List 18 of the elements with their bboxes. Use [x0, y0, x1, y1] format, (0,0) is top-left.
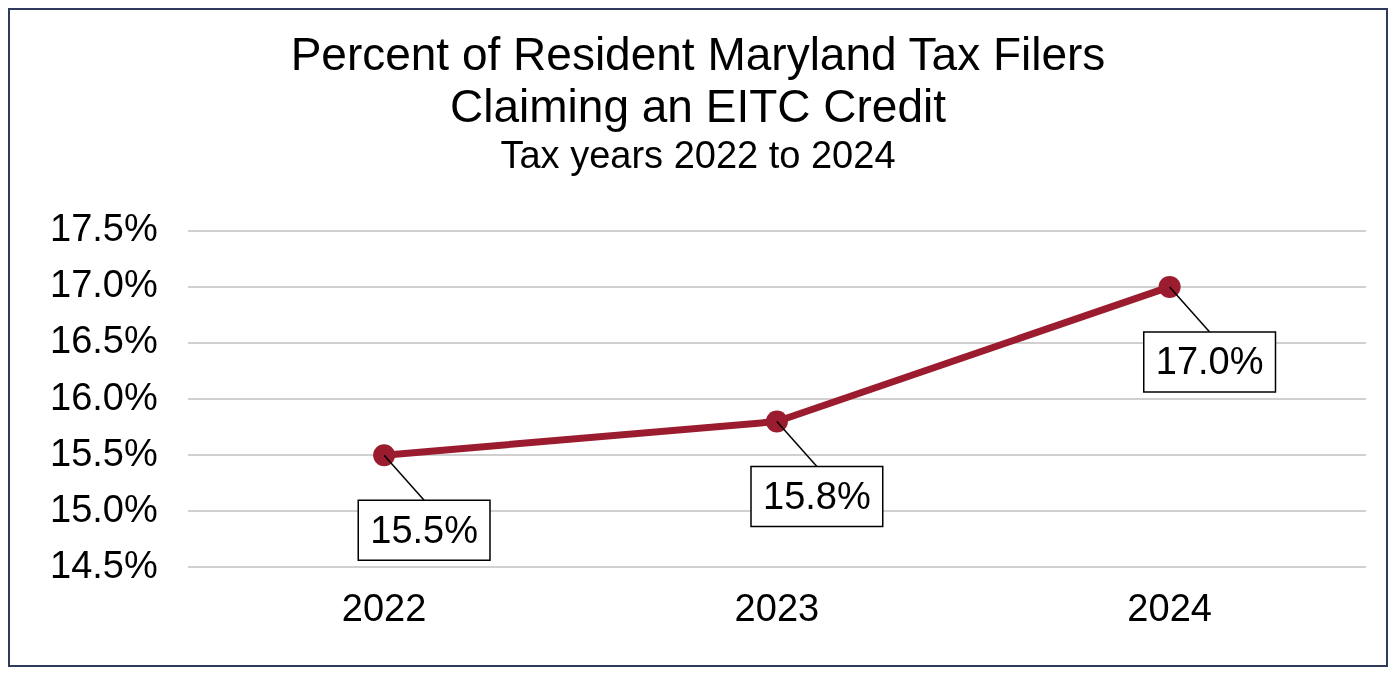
- y-tick-label: 17.5%: [50, 207, 158, 250]
- x-tick-label: 2024: [1127, 586, 1212, 629]
- data-label: 15.5%: [370, 508, 478, 551]
- y-tick-label: 14.5%: [50, 543, 158, 586]
- chart-subtitle: Tax years 2022 to 2024: [499, 133, 897, 178]
- point: [373, 444, 396, 467]
- chart-title: Percent of Resident Maryland Tax Filers Claiming an EITC Credit: [289, 28, 1107, 132]
- y-tick-label: 17.0%: [50, 263, 158, 306]
- point: [1158, 275, 1181, 298]
- y-tick-label: 15.5%: [50, 431, 158, 474]
- x-tick-label: 2023: [734, 586, 820, 629]
- y-tick-label: 15.0%: [50, 487, 158, 530]
- point: [765, 410, 788, 433]
- x-tick-label: 2022: [341, 586, 427, 629]
- y-tick-label: 16.0%: [50, 375, 158, 418]
- data-label: 15.8%: [763, 475, 871, 518]
- y-tick-label: 16.5%: [50, 319, 158, 362]
- data-label: 17.0%: [1155, 340, 1264, 383]
